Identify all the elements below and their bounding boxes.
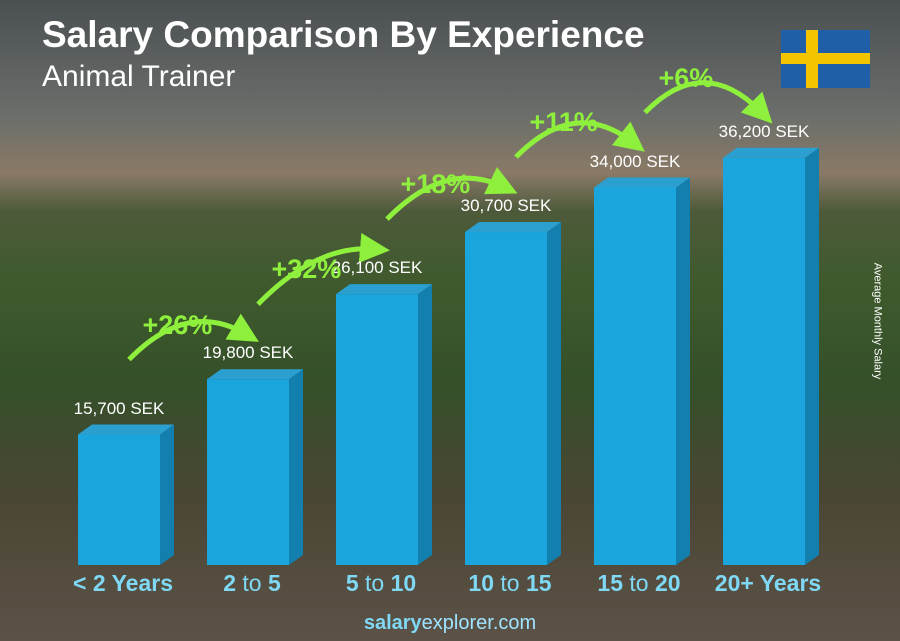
bar — [723, 157, 805, 566]
x-tick-part: to — [358, 570, 391, 596]
x-tick-part: 20 — [654, 570, 681, 596]
x-tick-part: 5 — [345, 570, 359, 596]
bar-top — [336, 284, 432, 295]
x-tick-label: 10 to 15 — [445, 570, 575, 597]
x-tick-label: < 2 Years — [58, 570, 188, 597]
x-tick-part: 15 — [597, 570, 624, 596]
bar — [207, 379, 289, 565]
bar-top — [207, 369, 303, 380]
value-label: 15,700 SEK — [73, 398, 165, 418]
change-label: +32% — [271, 254, 342, 285]
bar-side — [805, 147, 819, 566]
chart-subtitle: Animal Trainer — [42, 60, 236, 93]
value-label: 36,200 SEK — [718, 121, 810, 141]
brand-tld: .com — [492, 612, 537, 634]
change-label: +18% — [400, 169, 471, 200]
x-tick-part: to — [623, 570, 655, 596]
value-label: 34,000 SEK — [589, 151, 681, 171]
value-label: 26,100 SEK — [331, 258, 423, 278]
bar-side — [160, 424, 174, 565]
x-tick-part: 5 — [267, 570, 281, 596]
x-tick-part: 15 — [525, 570, 552, 596]
bar-top — [723, 147, 819, 158]
x-tick-part: 20+ Years — [714, 570, 822, 596]
bar — [465, 232, 547, 566]
value-label: 30,700 SEK — [460, 196, 552, 216]
footer-brand: salaryexplorer.com — [0, 612, 900, 635]
value-label: 19,800 SEK — [202, 343, 294, 363]
brand-rest: explorer — [421, 612, 493, 634]
bar-side — [676, 177, 690, 565]
y-axis-label: Average Monthly Salary — [871, 262, 884, 380]
change-arrow — [127, 313, 259, 362]
bar-side — [547, 222, 561, 566]
bar-side — [418, 284, 432, 565]
bar-side — [289, 369, 303, 565]
x-tick-label: 2 to 5 — [187, 570, 317, 597]
change-label: +11% — [529, 107, 598, 138]
x-tick-label: 20+ Years — [703, 570, 833, 597]
x-tick-label: 5 to 10 — [316, 570, 446, 597]
change-arrow — [643, 80, 773, 124]
change-arrow — [256, 232, 390, 306]
x-tick-label: 15 to 20 — [574, 570, 704, 597]
x-tick-part: to — [494, 570, 526, 596]
bar — [594, 187, 676, 565]
x-tick-part: to — [236, 570, 268, 596]
chart-title: Salary Comparison By Experience — [42, 14, 645, 55]
sweden-flag-icon — [781, 30, 870, 88]
bar — [78, 434, 160, 565]
bar-top — [78, 424, 174, 435]
x-tick-part: 10 — [468, 570, 495, 596]
change-label: +26% — [142, 309, 213, 340]
x-tick-part: 2 — [223, 570, 237, 596]
bar — [336, 294, 418, 565]
x-tick-part: < 2 Years — [73, 570, 173, 596]
change-arrow — [514, 120, 645, 159]
bar-top — [465, 222, 561, 233]
change-arrow — [385, 167, 518, 221]
change-label: +6% — [658, 62, 714, 93]
bar-top — [594, 177, 690, 188]
brand-bold: salary — [363, 612, 422, 634]
x-tick-part: 10 — [390, 570, 417, 596]
